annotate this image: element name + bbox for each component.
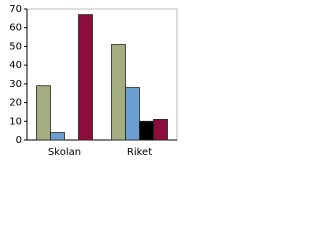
x-tick-label: Riket (127, 147, 152, 158)
y-tick-label: 40 (9, 60, 22, 71)
y-tick-label: 70 (9, 4, 22, 15)
bar (36, 85, 51, 141)
bar (78, 14, 93, 141)
bar (125, 87, 140, 141)
x-tick-label: Skolan (48, 147, 81, 158)
y-tick-label: 20 (9, 98, 22, 109)
y-tick-label: 10 (9, 116, 22, 127)
bar (50, 132, 65, 141)
chart: 0 10 20 30 40 50 60 70 Skolan Riket (9, 4, 178, 158)
y-tick-label: 50 (9, 41, 22, 52)
bar (111, 44, 126, 141)
y-tick-label: 30 (9, 79, 22, 90)
bar (153, 119, 168, 141)
y-tick-label: 60 (9, 23, 22, 34)
bar (139, 120, 154, 141)
y-tick-label: 0 (16, 135, 22, 146)
